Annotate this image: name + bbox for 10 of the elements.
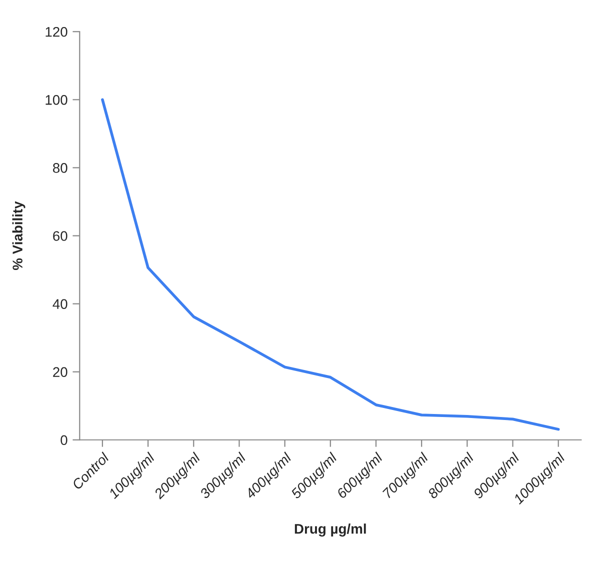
line-series — [101, 98, 560, 431]
y-tick-label: 40 — [52, 299, 68, 309]
y-tick-label: 60 — [53, 231, 68, 241]
y-tick-label: 80 — [53, 163, 68, 173]
x-axis-title: Drug µg/ml — [294, 524, 366, 537]
y-tick-label: 0 — [60, 435, 68, 446]
y-tick-label: 20 — [53, 367, 68, 378]
y-tick-label: 120 — [46, 26, 68, 37]
y-tick-label: 100 — [46, 95, 68, 105]
y-axis-title: % Viability — [12, 201, 26, 270]
